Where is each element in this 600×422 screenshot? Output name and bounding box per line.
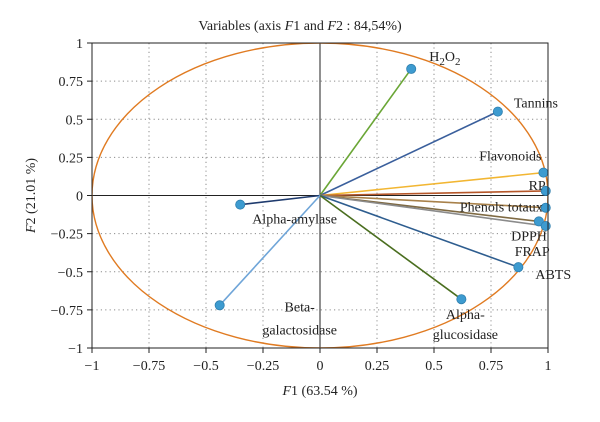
point-h2o2: [406, 63, 417, 74]
label-phenols-totaux: Phenols totaux: [460, 201, 543, 216]
y-tick-label: 0.75: [59, 75, 84, 90]
label-beta-galactosidase: Beta-galactosidase: [262, 300, 337, 338]
label-rp: RP: [529, 179, 546, 194]
label-alpha-amylase: Alpha-amylase: [252, 213, 337, 228]
label-dpph: DPPH: [511, 229, 547, 244]
point-tannins: [492, 106, 503, 117]
x-tick-label: 0: [317, 359, 324, 374]
x-tick-label: 0.25: [365, 359, 390, 374]
x-tick-label: −1: [85, 359, 100, 374]
vector-abts: [319, 194, 519, 268]
vector-rp: [319, 190, 546, 197]
vector-flavonoids: [319, 171, 544, 197]
vector-frap: [319, 194, 546, 227]
axis-ticks: −1 −0.75 −0.5 −0.25 0 0.25 0.5 0.75 1 −1 −0.75 −0.5…: [51, 37, 552, 374]
x-tick-label: 0.5: [425, 359, 443, 374]
vector-beta-galactosidase: [219, 194, 321, 306]
y-tick-label: 0.5: [66, 113, 84, 128]
variable-labels: H2O2 Tannins Flavonoids RP Phenols totaux DPP…: [252, 50, 571, 343]
y-tick-label: −0.25: [51, 228, 83, 243]
x-tick-label: 1: [545, 359, 552, 374]
y-tick-label: 1: [76, 37, 83, 52]
point-abts: [513, 262, 524, 273]
label-h2o2: H2O2: [429, 50, 460, 68]
chart-title: Variables (axis F1 and F2 : 84,54%): [198, 19, 402, 34]
y-tick-label: 0.25: [59, 151, 84, 166]
vector-tannins: [319, 110, 499, 197]
point-dpph: [533, 216, 544, 227]
x-tick-label: 0.75: [479, 359, 504, 374]
y-tick-label: 0: [76, 190, 83, 205]
variable-vectors: [219, 68, 546, 306]
label-abts: ABTS: [535, 268, 571, 283]
label-flavonoids: Flavonoids: [479, 150, 541, 165]
label-frap: FRAP: [515, 245, 550, 260]
point-alpha-amylase: [235, 199, 246, 210]
point-flavonoids: [538, 167, 549, 178]
x-tick-label: −0.5: [193, 359, 218, 374]
vector-phenols-totaux: [319, 194, 546, 209]
y-tick-label: −0.75: [51, 304, 83, 319]
y-tick-label: −0.5: [58, 266, 83, 281]
point-alpha-glucosidase: [456, 294, 467, 305]
vector-alpha-glucosidase: [319, 194, 462, 300]
y-tick-label: −1: [68, 342, 83, 357]
point-beta-galactosidase: [214, 300, 225, 311]
label-alpha-glucosidase: Alpha-glucosidase: [433, 308, 498, 343]
x-tick-label: −0.75: [133, 359, 165, 374]
vector-h2o2: [319, 68, 412, 196]
x-axis-label: F1 (63.54 %): [281, 384, 357, 399]
vector-alpha-amylase: [240, 194, 321, 206]
x-tick-label: −0.25: [247, 359, 279, 374]
y-axis-label: F2 (21.01 %): [24, 158, 39, 234]
label-tannins: Tannins: [514, 97, 558, 112]
